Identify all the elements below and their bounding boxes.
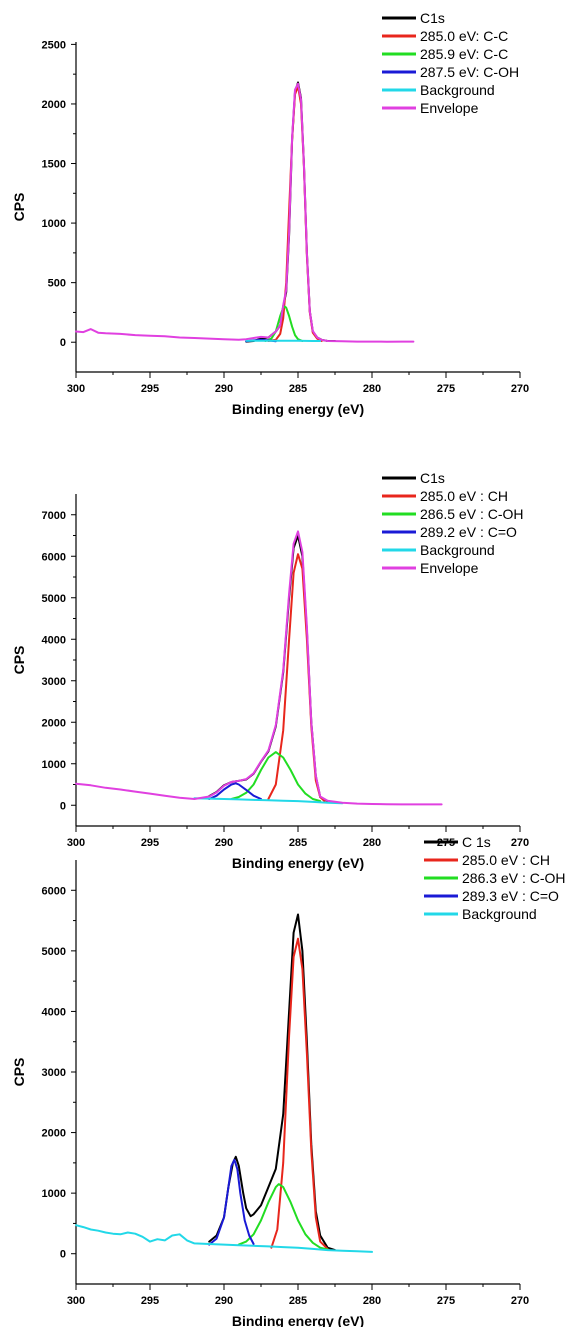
y-tick-label: 3000: [42, 1067, 66, 1079]
y-tick-label: 3000: [42, 676, 66, 688]
x-tick-label: 270: [511, 383, 529, 395]
y-tick-label: 0: [60, 800, 66, 812]
series-line-289-2-ev-c-o: [208, 782, 262, 800]
x-axis-title: Binding energy (eV): [232, 401, 364, 417]
legend-label: 287.5 eV: C-OH: [420, 64, 519, 80]
y-tick-label: 4000: [42, 1006, 66, 1018]
x-tick-label: 285: [289, 837, 307, 849]
legend-label: 289.3 eV : C=O: [462, 888, 559, 904]
x-tick-label: 285: [289, 383, 307, 395]
series-line-285-0-ev-c-c: [267, 85, 323, 342]
y-tick-label: 7000: [42, 510, 66, 522]
y-tick-label: 5000: [42, 946, 66, 958]
legend-label: 285.9 eV: C-C: [420, 46, 508, 62]
x-axis-title: Binding energy (eV): [232, 1313, 364, 1327]
y-axis-title: CPS: [11, 646, 27, 675]
chart-panel-2: 3002952902852802752700100020003000400050…: [11, 470, 529, 871]
y-tick-label: 1500: [42, 159, 66, 171]
y-tick-label: 2000: [42, 717, 66, 729]
series-line-envelope: [75, 530, 443, 806]
series-line-envelope: [75, 82, 415, 343]
y-tick-label: 2000: [42, 99, 66, 111]
legend-label: C1s: [420, 470, 445, 486]
legend-label: Envelope: [420, 560, 479, 576]
series-line-background: [193, 797, 344, 805]
x-tick-label: 285: [289, 1295, 307, 1307]
series-line-286-5-ev-c-oh: [230, 751, 322, 803]
x-tick-label: 280: [363, 837, 381, 849]
x-tick-label: 290: [215, 1295, 233, 1307]
y-tick-label: 2500: [42, 39, 66, 51]
y-tick-label: 1000: [42, 218, 66, 230]
x-tick-label: 290: [215, 383, 233, 395]
legend-label: 286.3 eV : C-OH: [462, 870, 566, 886]
legend-label: Background: [420, 82, 495, 98]
y-tick-label: 500: [48, 278, 66, 290]
series-line-background: [75, 1224, 373, 1253]
series-line-286-3-ev-c-oh: [237, 1183, 329, 1251]
chart-panel-1: 300 295 290 285 280 275 270 0 500 1000 1500 2000 250…: [11, 10, 529, 417]
x-tick-label: 300: [67, 837, 85, 849]
series-line-285-0-ev-ch: [270, 937, 329, 1250]
y-axis-title: CPS: [11, 1058, 27, 1087]
x-axis-title: Binding energy (eV): [232, 855, 364, 871]
y-tick-label: 5000: [42, 593, 66, 605]
x-tick-label: 295: [141, 837, 159, 849]
x-tick-label: 295: [141, 383, 159, 395]
series-line-c1s: [208, 534, 329, 803]
y-tick-label: 0: [60, 1249, 66, 1261]
legend-label: C 1s: [462, 834, 491, 850]
y-tick-label: 6000: [42, 885, 66, 897]
y-axis-title: CPS: [11, 193, 27, 222]
x-tick-label: 270: [511, 837, 529, 849]
y-tick-label: 2000: [42, 1128, 66, 1140]
x-tick-label: 295: [141, 1295, 159, 1307]
y-tick-label: 0: [60, 337, 66, 349]
y-tick-label: 4000: [42, 634, 66, 646]
series-line-c-1s: [208, 913, 336, 1252]
legend-label: 286.5 eV : C-OH: [420, 506, 524, 522]
y-tick-label: 1000: [42, 1188, 66, 1200]
y-tick-label: 1000: [42, 759, 66, 771]
series-line-285-0-ev-ch: [267, 553, 326, 803]
x-tick-label: 270: [511, 1295, 529, 1307]
legend-label: Envelope: [420, 100, 479, 116]
x-tick-label: 280: [363, 383, 381, 395]
legend-label: 285.0 eV: C-C: [420, 28, 508, 44]
legend-label: 289.2 eV : C=O: [420, 524, 517, 540]
legend-label: 285.0 eV : CH: [462, 852, 550, 868]
chart-panel-3: 300 295 290 285 280 275 270 0 1000 2000 3000 4000 50…: [11, 834, 566, 1327]
legend-label: Background: [420, 542, 495, 558]
series-line-289-3-ev-c-o: [208, 1158, 255, 1246]
x-tick-label: 290: [215, 837, 233, 849]
x-tick-label: 280: [363, 1295, 381, 1307]
legend-label: Background: [462, 906, 537, 922]
x-tick-label: 275: [437, 1295, 455, 1307]
legend-label: C1s: [420, 10, 445, 26]
x-tick-label: 300: [67, 383, 85, 395]
legend-label: 285.0 eV : CH: [420, 488, 508, 504]
x-tick-label: 275: [437, 383, 455, 395]
y-tick-label: 6000: [42, 551, 66, 563]
x-tick-label: 300: [67, 1295, 85, 1307]
